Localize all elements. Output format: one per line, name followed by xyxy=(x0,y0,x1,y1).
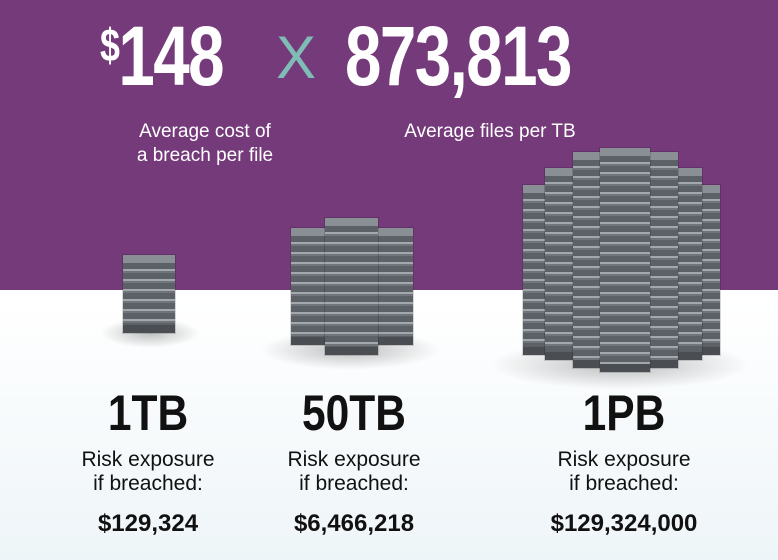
server-rack-icon xyxy=(600,148,650,372)
server-rack-icon xyxy=(325,218,378,355)
cost-value: 148 xyxy=(118,9,224,103)
server-rack-icon xyxy=(378,228,413,345)
files-per-tb-figure: 873,813 xyxy=(345,9,572,103)
cost-caption: Average cost of a breach per file xyxy=(110,120,300,168)
risk-label: Risk exposure if breached: xyxy=(224,448,484,496)
server-rack-icon xyxy=(545,168,575,360)
risk-value: $6,466,218 xyxy=(293,510,415,537)
multiply-icon: X xyxy=(276,24,317,91)
risk-line2: if breached: xyxy=(93,472,203,495)
tier-size: 50TB xyxy=(302,385,406,441)
server-rack-icon xyxy=(650,152,678,368)
cost-caption-line1: Average cost of xyxy=(139,121,271,142)
server-rack-icon xyxy=(573,152,603,368)
risk-label: Risk exposure if breached: xyxy=(18,448,278,496)
cost-per-file-figure: $148 xyxy=(100,14,225,98)
cost-caption-line2: a breach per file xyxy=(136,145,274,166)
risk-line2: if breached: xyxy=(569,472,679,495)
server-rack-icon xyxy=(700,185,720,355)
server-rack-icon xyxy=(676,168,702,360)
tier-1tb: 1TB Risk exposure if breached: $129,324 xyxy=(18,388,278,538)
risk-label: Risk exposure if breached: xyxy=(494,448,754,496)
server-rack-icon xyxy=(291,228,327,345)
server-rack-icon xyxy=(123,255,175,333)
risk-value: $129,324,000 xyxy=(550,510,698,537)
tier-size: 1TB xyxy=(107,385,189,441)
tier-1pb: 1PB Risk exposure if breached: $129,324,0… xyxy=(494,388,754,538)
risk-line1: Risk exposure xyxy=(557,448,691,471)
risk-line1: Risk exposure xyxy=(287,448,421,471)
risk-line1: Risk exposure xyxy=(81,448,215,471)
tier-size: 1PB xyxy=(582,385,666,441)
risk-value: $129,324 xyxy=(97,510,199,537)
risk-line2: if breached: xyxy=(299,472,409,495)
server-rack-icon xyxy=(523,185,547,355)
tier-50tb: 50TB Risk exposure if breached: $6,466,21… xyxy=(224,388,484,538)
files-caption: Average files per TB xyxy=(404,121,576,142)
dollar-sign: $ xyxy=(100,19,120,71)
